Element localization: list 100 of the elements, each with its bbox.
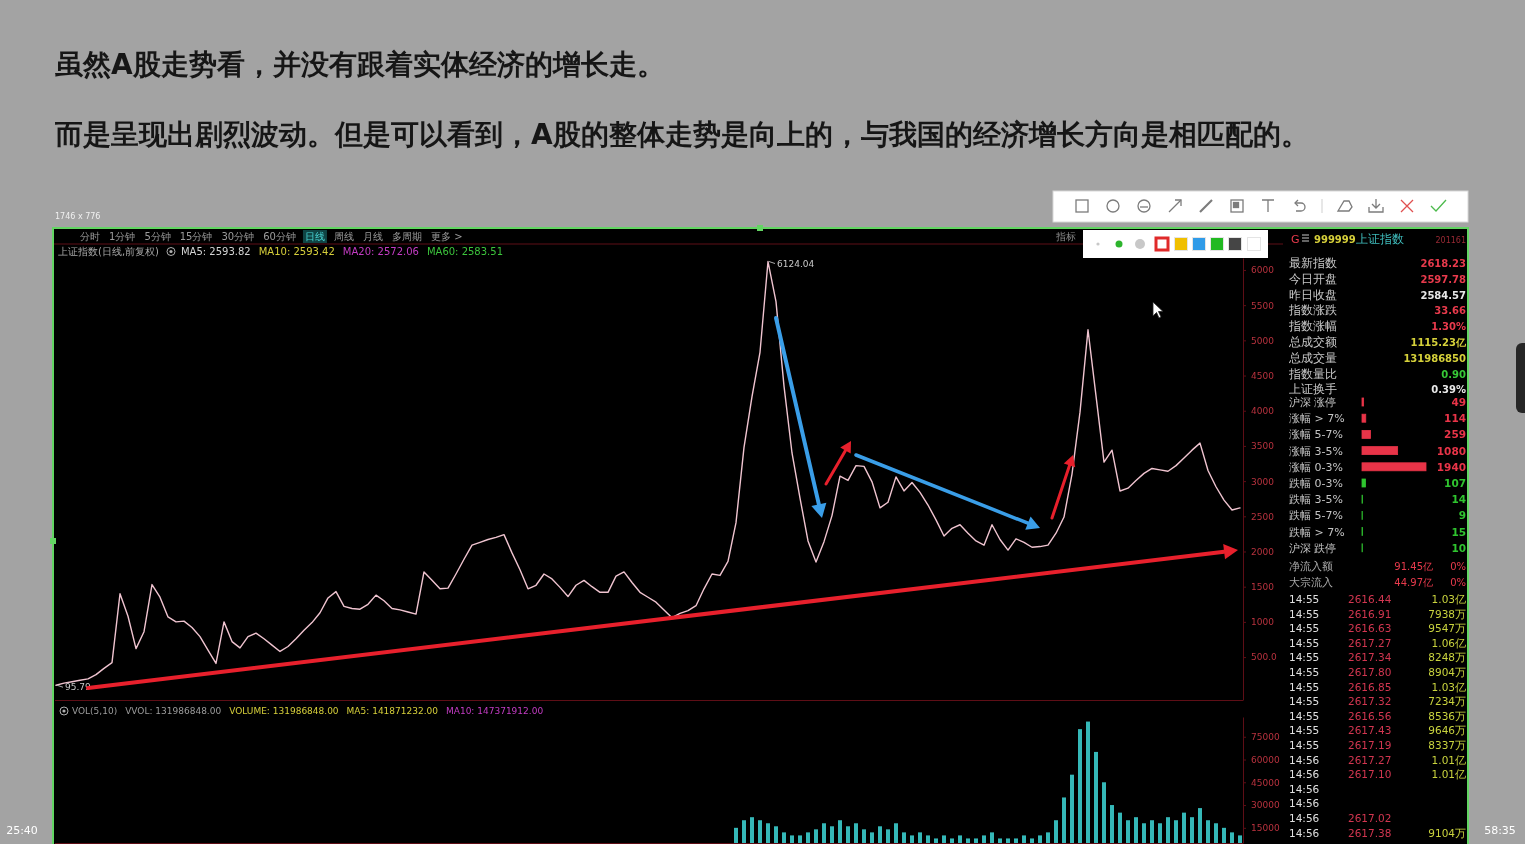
bar: [1361, 413, 1367, 423]
text: 14:56 2617.10 1.01亿: [1289, 768, 1466, 781]
text: 14:55 2616.44 1.03亿: [1289, 593, 1466, 605]
text: 指数涨跌 33.66: [1289, 303, 1466, 318]
text: 14:55 2617.43 9646万: [1289, 724, 1466, 737]
text: 14:56: [1289, 782, 1320, 795]
y-tick-label: 4500: [1251, 370, 1275, 381]
text: VVOL: 131986848.00: [125, 706, 222, 716]
text: 大宗流入 44.97亿 0%: [1289, 576, 1466, 589]
y-tick-label: 1500: [1251, 582, 1275, 593]
y-tick-label: 30000: [1251, 800, 1280, 811]
data-label: 1080: [1436, 444, 1466, 457]
text: 净流入额 91.45亿 0%: [1289, 560, 1466, 573]
text: 周线: [333, 231, 354, 242]
text: 25:40: [6, 824, 38, 837]
text: MA20: 2572.06: [342, 246, 419, 257]
text: MA10: 147371912.00: [446, 706, 544, 716]
y-tick-label: 4000: [1251, 406, 1275, 417]
data-label: 114: [1444, 412, 1466, 425]
data-label: 9: [1458, 509, 1466, 522]
text: 14:55 2617.80 8904万: [1289, 666, 1466, 678]
chart-subtitle: 而是呈现出剧烈波动。但是可以看到，A股的整体走势是向上的，与我国的经济增长方向是相匹配的。: [54, 118, 1309, 151]
y-tick-label: 15000: [1251, 823, 1280, 834]
text: 14:55 2616.91 7938万: [1289, 607, 1466, 620]
annotation: 6124.04: [777, 258, 815, 269]
y-tick-label: 涨幅 5-7%: [1289, 428, 1343, 442]
text: 总成交量 131986850: [1289, 350, 1466, 365]
y-tick-label: 5500: [1251, 300, 1275, 311]
text: 60分钟: [263, 231, 296, 242]
text: 上证指数: [1356, 232, 1404, 246]
y-tick-label: 45000: [1251, 777, 1280, 788]
chart-title: 虽然A股走势看，并没有跟着实体经济的增长走。: [54, 48, 665, 81]
text: 指标: [1055, 231, 1076, 242]
y-tick-label: 1000: [1251, 617, 1275, 628]
y-tick-label: 沪深 涨停: [1289, 396, 1337, 409]
data-label: 10: [1451, 541, 1466, 554]
text: 1分钟: [109, 231, 136, 242]
text: 分时: [80, 231, 100, 242]
y-tick-label: 涨幅 0-3%: [1289, 460, 1343, 474]
text: MA60: 2583.51: [426, 246, 503, 257]
y-tick-label: 涨幅 > 7%: [1289, 412, 1345, 426]
y-tick-label: 跌幅 3-5%: [1289, 493, 1343, 507]
text: 上证换手 0.39%: [1289, 382, 1466, 397]
y-tick-label: 2500: [1251, 511, 1275, 522]
data-label: 107: [1444, 477, 1466, 489]
text: 14:55 2617.32 7234万: [1289, 695, 1466, 708]
text: 14:55 2616.56 8536万: [1289, 709, 1466, 722]
text: 14:55 2617.27 1.06亿: [1289, 636, 1466, 649]
text: 上证指数(日线,前复权): [58, 246, 160, 257]
text: 14:55 2617.19 8337万: [1289, 739, 1466, 751]
y-tick-label: 3000: [1251, 476, 1275, 487]
text: 14:56: [1289, 797, 1320, 810]
data-label: 259: [1444, 428, 1466, 441]
text: 1746 x 776: [55, 212, 101, 221]
text: MA5: 141871232.00: [346, 706, 439, 716]
bar: [1361, 478, 1366, 488]
text: 指数量比 0.90: [1289, 366, 1466, 381]
text: 总成交额 1115.23亿: [1289, 335, 1466, 349]
y-tick-label: 跌幅 5-7%: [1289, 509, 1343, 523]
text: 14:55 2616.85 1.03亿: [1289, 680, 1466, 693]
text: 多周期: [391, 231, 422, 242]
text: 指数涨幅 1.30%: [1289, 319, 1466, 334]
y-tick-label: 3500: [1251, 441, 1275, 452]
text: MA5: 2593.82: [180, 246, 251, 257]
y-tick-label: 5000: [1251, 335, 1275, 346]
y-tick-label: 跌幅 0-3%: [1289, 477, 1343, 490]
text: G: [1291, 233, 1300, 246]
y-tick-label: 跌幅 > 7%: [1289, 525, 1345, 539]
data-label: 49: [1451, 396, 1466, 408]
y-tick-label: 500.0: [1251, 652, 1278, 663]
text: 999999: [1314, 234, 1356, 245]
y-tick-label: 涨幅 3-5%: [1289, 444, 1343, 458]
y-tick-label: 60000: [1251, 754, 1280, 765]
text: 14:56 2617.38 9104万: [1289, 826, 1466, 839]
text: 最新指数 2618.23: [1289, 256, 1466, 270]
text: 月线: [362, 231, 383, 242]
bar: [1361, 446, 1399, 455]
y-tick-label: 6000: [1251, 265, 1275, 276]
data-label: 15: [1451, 525, 1466, 538]
text: MA10: 2593.42: [258, 246, 335, 257]
bar: [1361, 462, 1427, 472]
text: 14:56 2617.02: [1289, 812, 1392, 824]
text: 58:35: [1484, 824, 1516, 837]
text: VOL(5,10): [72, 706, 118, 716]
text: 30分钟: [221, 231, 255, 242]
text: 14:55 2616.63 9547万: [1289, 622, 1466, 635]
text: 201161: [1435, 236, 1466, 245]
y-tick-label: 2000: [1251, 546, 1275, 557]
text: 更多 >: [430, 231, 463, 242]
data-label: 1940: [1436, 460, 1466, 473]
text: VOLUME: 131986848.00: [229, 706, 339, 716]
text: 14:56 2617.27 1.01亿: [1289, 753, 1466, 766]
text: 昨日收盘 2584.57: [1289, 287, 1466, 302]
text: 15分钟: [179, 231, 213, 242]
y-tick-label: 沪深 跌停: [1289, 541, 1337, 555]
text: 5分钟: [144, 231, 171, 242]
y-tick-label: 75000: [1251, 732, 1280, 743]
text: 今日开盘 2597.78: [1289, 271, 1466, 286]
bar: [1361, 430, 1371, 439]
text: 14:55 2617.34 8248万: [1289, 651, 1466, 664]
